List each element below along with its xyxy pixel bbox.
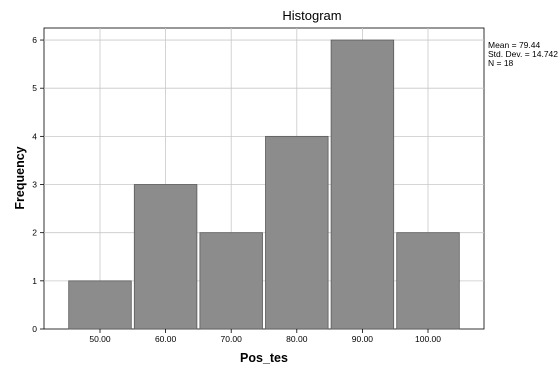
y-tick-label: 3 [32, 180, 37, 190]
histogram-bar [330, 39, 395, 330]
y-tick-label: 6 [32, 35, 37, 45]
x-tick-label: 50.00 [89, 334, 111, 344]
histogram-bar [133, 184, 198, 330]
histogram-bar [396, 232, 460, 330]
histogram-bar [199, 232, 263, 330]
stat-n: N = 18 [488, 58, 514, 68]
y-tick-label: 1 [32, 276, 37, 286]
x-axis-label: Pos_tes [240, 351, 288, 365]
x-tick-label: 90.00 [352, 334, 374, 344]
x-axis-ticks: 50.00 60.00 70.00 80.00 90.00 100.00 [89, 329, 441, 344]
bars [68, 39, 460, 330]
y-tick-label: 4 [32, 131, 37, 141]
x-tick-label: 70.00 [221, 334, 243, 344]
y-tick-label: 2 [32, 228, 37, 238]
x-tick-label: 100.00 [415, 334, 441, 344]
x-tick-label: 60.00 [155, 334, 177, 344]
y-axis-ticks: 0 1 2 3 4 5 6 [32, 35, 44, 334]
histogram-bar [265, 135, 329, 330]
y-axis-label: Frequency [13, 146, 27, 209]
y-tick-label: 0 [32, 324, 37, 334]
y-tick-label: 5 [32, 83, 37, 93]
stat-mean: Mean = 79.44 [488, 40, 540, 50]
chart-title: Histogram [282, 8, 341, 23]
x-tick-label: 80.00 [286, 334, 308, 344]
histogram-bar [68, 280, 132, 330]
stat-std-dev: Std. Dev. = 14.742 [488, 49, 558, 59]
